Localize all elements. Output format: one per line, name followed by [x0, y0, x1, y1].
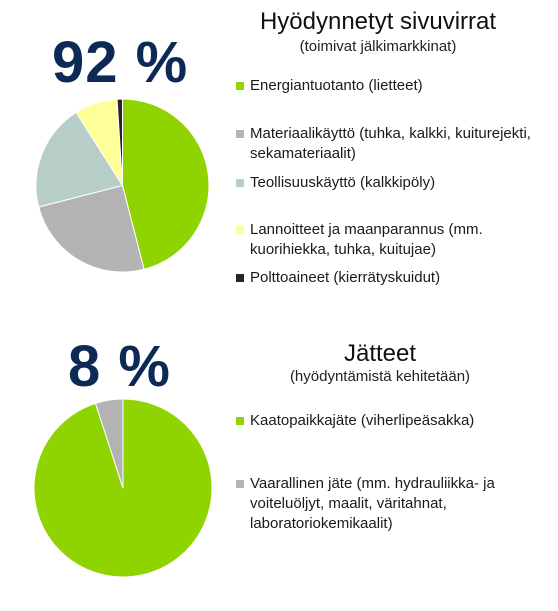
legend-item: Materiaalikäyttö (tuhka, kalkki, kuiture…: [236, 124, 546, 164]
pie-slice: [116, 98, 123, 186]
legend-swatch: [236, 130, 244, 138]
waste-section: 8 % Jätteet (hyödyntämistä kehitetään): [0, 330, 558, 611]
legend-swatch: [236, 480, 244, 488]
legend-label: Lannoitteet ja maanparannus (mm. kuorihi…: [250, 221, 483, 258]
legend-swatch: [236, 417, 244, 425]
chart-subtitle: (toimivat jälkimarkkinat): [299, 38, 457, 55]
utilized-side-streams-pie-chart: [35, 98, 210, 273]
legend-label: Kaatopaikkajäte (viherlipeäsakka): [250, 412, 475, 429]
chart-title: Hyödynnetyt sivuvirrat: [259, 8, 497, 35]
chart-title: Jätteet: [343, 340, 417, 367]
legend-item: Teollisuuskäyttö (kalkkipöly): [236, 173, 546, 193]
pie-slice: [94, 398, 124, 489]
waste-pie-chart: [33, 398, 213, 578]
utilized-side-streams-section: 92 % Hyödynnetyt sivuvirrat (toimivat jä…: [0, 0, 558, 300]
utilized-percentage: 92 %: [52, 30, 189, 95]
waste-percentage: 8 %: [68, 334, 171, 399]
legend-label: Vaarallinen jäte (mm. hydrauliikka- ja v…: [250, 475, 495, 532]
legend-swatch: [236, 226, 244, 234]
legend-swatch: [236, 179, 244, 187]
legend-item: Kaatopaikkajäte (viherlipeäsakka): [236, 411, 546, 431]
legend-label: Polttoaineet (kierrätyskuidut): [250, 269, 441, 286]
legend-label: Energiantuotanto (lietteet): [250, 77, 423, 94]
chart-subtitle: (hyödyntämistä kehitetään): [289, 368, 471, 385]
pie-slice: [38, 184, 145, 273]
legend-swatch: [236, 274, 244, 282]
legend-item: Energiantuotanto (lietteet): [236, 76, 546, 96]
legend-item: Polttoaineet (kierrätyskuidut): [236, 268, 546, 288]
pie-slice: [122, 98, 210, 270]
legend-swatch: [236, 82, 244, 90]
legend-label: Materiaalikäyttö (tuhka, kalkki, kuiture…: [250, 125, 531, 162]
legend-label: Teollisuuskäyttö (kalkkipöly): [250, 174, 436, 191]
legend-item: Vaarallinen jäte (mm. hydrauliikka- ja v…: [236, 474, 546, 534]
pie-slice: [35, 111, 124, 208]
legend-item: Lannoitteet ja maanparannus (mm. kuorihi…: [236, 220, 546, 260]
